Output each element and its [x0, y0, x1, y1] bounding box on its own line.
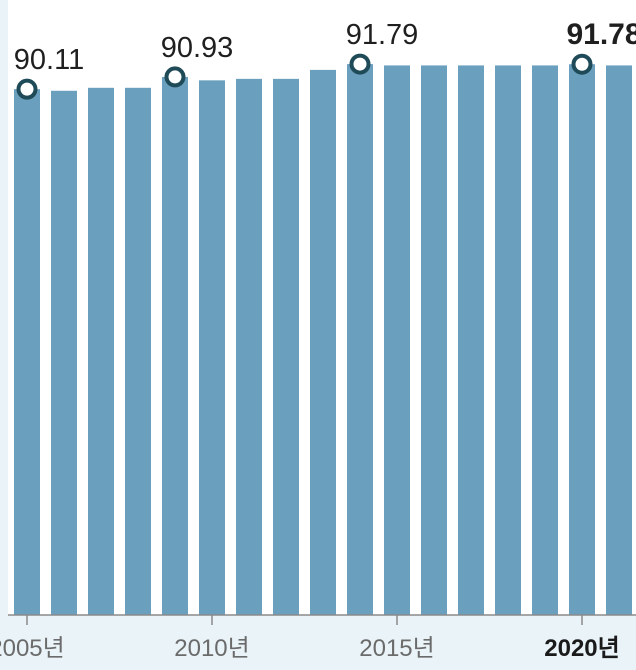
- bar-2016: [421, 65, 447, 616]
- bar-2005: [14, 89, 40, 615]
- bar-2011: [236, 78, 262, 616]
- bar-2014: [347, 64, 373, 616]
- marker-2014: [349, 53, 371, 75]
- x-ticks-group: 2005년 2010년 2015년 2020년: [0, 615, 620, 662]
- bar-2007: [88, 87, 114, 615]
- data-label-2014: 91.79: [346, 19, 419, 51]
- data-label-2020: 91.78: [566, 18, 636, 51]
- x-tick-label-2020: 2020년: [544, 635, 619, 662]
- x-tick-label-2015: 2015년: [359, 635, 434, 662]
- marker-2009: [164, 66, 186, 88]
- bar-2021: [606, 65, 632, 616]
- bar-2018: [495, 65, 521, 616]
- marker-2020: [571, 53, 593, 75]
- x-tick-label-2010: 2010년: [174, 635, 249, 662]
- bar-2008: [125, 87, 151, 615]
- x-tick-label-2005: 2005년: [0, 635, 65, 662]
- marker-2005: [16, 78, 38, 100]
- bar-2019: [532, 65, 558, 616]
- bar-2015: [384, 65, 410, 616]
- bar-2012: [273, 78, 299, 616]
- bars-group: [14, 64, 632, 616]
- data-label-2005: 90.11: [14, 44, 84, 76]
- bar-2010: [199, 80, 225, 616]
- markers-group: 90.11 90.93 91.79 91.78: [14, 18, 636, 100]
- data-label-2009: 90.93: [161, 32, 234, 64]
- bar-2017: [458, 65, 484, 616]
- bar-2020: [569, 64, 595, 616]
- bar-2006: [51, 90, 77, 616]
- bar-2013: [310, 69, 336, 615]
- bar-2009: [162, 76, 188, 616]
